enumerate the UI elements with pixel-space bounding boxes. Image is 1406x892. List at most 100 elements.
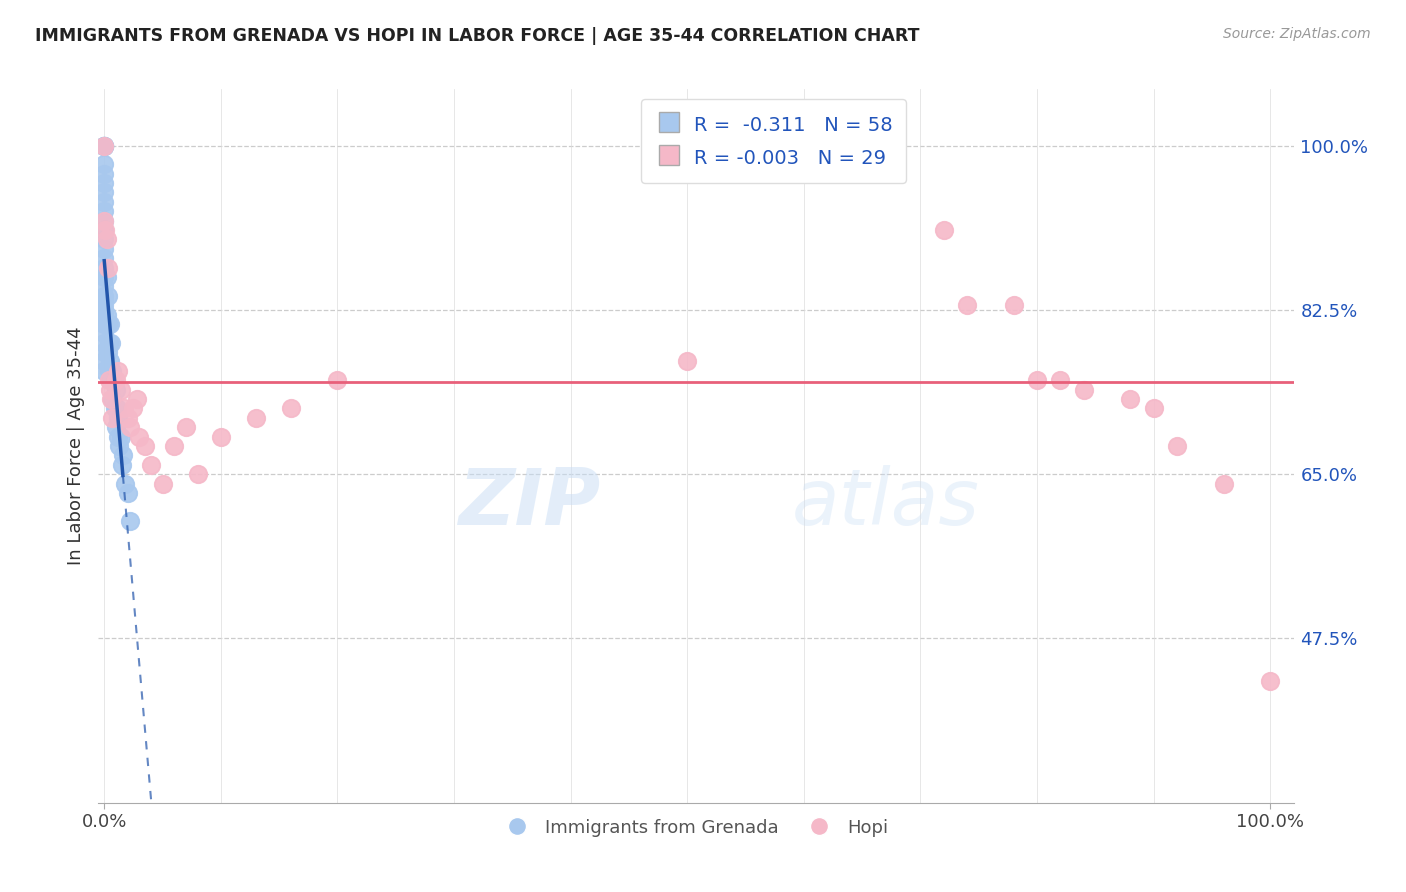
Point bbox=[100, 373, 122, 387]
Point bbox=[209, 429, 232, 443]
Point bbox=[108, 439, 131, 453]
Point bbox=[1258, 673, 1281, 688]
Point bbox=[1212, 476, 1234, 491]
Point bbox=[101, 392, 124, 406]
Point bbox=[98, 354, 121, 368]
Point bbox=[93, 317, 115, 331]
Point bbox=[1049, 373, 1071, 387]
Point bbox=[1026, 373, 1049, 387]
Point bbox=[93, 345, 115, 359]
Point bbox=[93, 176, 115, 190]
Point bbox=[174, 420, 197, 434]
Legend: Immigrants from Grenada, Hopi: Immigrants from Grenada, Hopi bbox=[496, 812, 896, 844]
Point bbox=[114, 476, 136, 491]
Point bbox=[93, 335, 115, 350]
Point bbox=[98, 383, 121, 397]
Point bbox=[97, 289, 120, 303]
Point bbox=[1166, 439, 1188, 453]
Point bbox=[93, 167, 115, 181]
Point bbox=[139, 458, 162, 472]
Point bbox=[326, 373, 349, 387]
Point bbox=[118, 514, 141, 528]
Point bbox=[280, 401, 302, 416]
Point bbox=[125, 392, 148, 406]
Text: IMMIGRANTS FROM GRENADA VS HOPI IN LABOR FORCE | AGE 35-44 CORRELATION CHART: IMMIGRANTS FROM GRENADA VS HOPI IN LABOR… bbox=[35, 27, 920, 45]
Point bbox=[104, 401, 127, 416]
Point bbox=[676, 354, 699, 368]
Point bbox=[94, 223, 117, 237]
Point bbox=[97, 373, 120, 387]
Point bbox=[163, 439, 186, 453]
Point bbox=[103, 373, 125, 387]
Text: atlas: atlas bbox=[792, 465, 980, 541]
Point bbox=[152, 476, 174, 491]
Point bbox=[96, 270, 118, 285]
Point bbox=[97, 260, 120, 275]
Point bbox=[93, 138, 115, 153]
Point bbox=[93, 293, 115, 308]
Point bbox=[186, 467, 208, 482]
Point bbox=[105, 401, 128, 416]
Point bbox=[96, 308, 118, 322]
Point bbox=[98, 317, 121, 331]
Point bbox=[104, 373, 127, 387]
Point bbox=[93, 138, 115, 153]
Point bbox=[1073, 383, 1095, 397]
Point bbox=[93, 354, 115, 368]
Point bbox=[956, 298, 979, 312]
Point bbox=[93, 213, 115, 227]
Point bbox=[104, 383, 127, 397]
Point bbox=[107, 364, 129, 378]
Point bbox=[118, 420, 141, 434]
Point bbox=[93, 270, 115, 285]
Point bbox=[112, 401, 135, 416]
Point bbox=[93, 251, 115, 265]
Point bbox=[93, 302, 115, 317]
Point bbox=[97, 335, 120, 350]
Y-axis label: In Labor Force | Age 35-44: In Labor Force | Age 35-44 bbox=[66, 326, 84, 566]
Text: ZIP: ZIP bbox=[458, 465, 600, 541]
Point bbox=[245, 410, 267, 425]
Point bbox=[93, 138, 115, 153]
Point bbox=[96, 232, 118, 246]
Text: Source: ZipAtlas.com: Source: ZipAtlas.com bbox=[1223, 27, 1371, 41]
Point bbox=[93, 242, 115, 256]
Point bbox=[93, 279, 115, 293]
Point bbox=[100, 392, 122, 406]
Point bbox=[128, 429, 150, 443]
Point bbox=[1119, 392, 1142, 406]
Point bbox=[110, 429, 132, 443]
Point bbox=[93, 326, 115, 341]
Point bbox=[93, 308, 115, 322]
Point bbox=[110, 383, 132, 397]
Point bbox=[107, 429, 129, 443]
Point bbox=[111, 458, 134, 472]
Point bbox=[122, 401, 145, 416]
Point bbox=[93, 138, 115, 153]
Point bbox=[104, 420, 127, 434]
Point bbox=[1002, 298, 1025, 312]
Point bbox=[1142, 401, 1164, 416]
Point bbox=[101, 410, 124, 425]
Point bbox=[93, 364, 115, 378]
Point bbox=[134, 439, 156, 453]
Point bbox=[93, 138, 115, 153]
Point bbox=[97, 345, 120, 359]
Point bbox=[117, 486, 139, 500]
Point bbox=[93, 223, 115, 237]
Point bbox=[93, 157, 115, 171]
Point bbox=[93, 186, 115, 200]
Point bbox=[107, 410, 129, 425]
Point bbox=[100, 335, 122, 350]
Point bbox=[932, 223, 955, 237]
Point bbox=[93, 298, 115, 312]
Point bbox=[93, 138, 115, 153]
Point bbox=[117, 410, 139, 425]
Point bbox=[97, 364, 120, 378]
Point bbox=[93, 204, 115, 219]
Point bbox=[93, 194, 115, 209]
Point bbox=[93, 289, 115, 303]
Point bbox=[93, 312, 115, 326]
Point bbox=[111, 449, 134, 463]
Point bbox=[97, 317, 120, 331]
